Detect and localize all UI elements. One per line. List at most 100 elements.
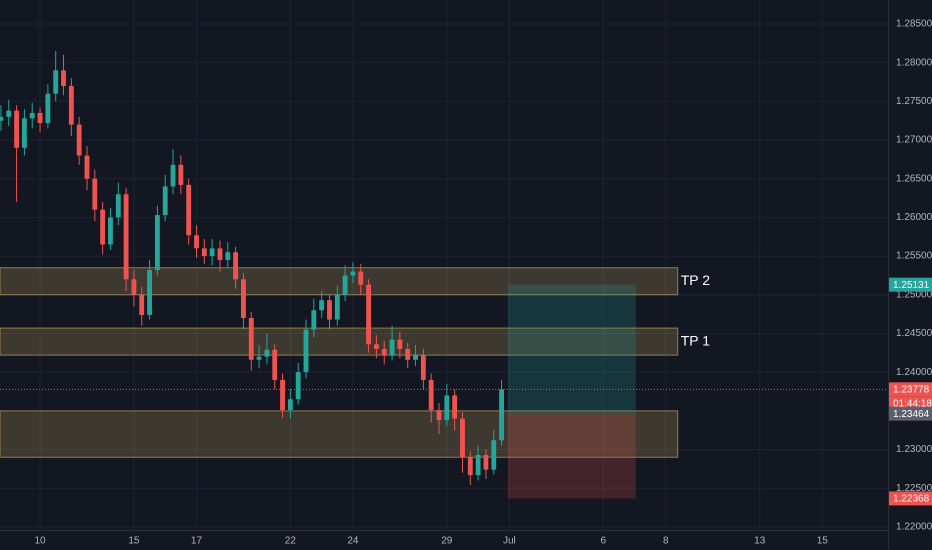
x-tick-label: 24 [347, 536, 359, 547]
candle-body [256, 356, 262, 360]
candle-body [115, 194, 121, 218]
stop-badge [889, 491, 932, 506]
x-tick-label: 17 [191, 536, 203, 547]
y-tick-label: 1.27000 [896, 135, 932, 146]
x-tick-label: 8 [663, 536, 669, 547]
y-tick-label: 1.24000 [896, 367, 932, 378]
last-price-badge [889, 382, 932, 397]
candle-body [76, 124, 82, 156]
candle-body [444, 395, 450, 421]
candle-body [84, 155, 90, 179]
stop-label: 1.22368 [893, 494, 930, 505]
candle-body [0, 116, 4, 121]
zone-label: TP 1 [681, 332, 711, 348]
y-tick-label: 1.28000 [896, 57, 932, 68]
candle-body [287, 399, 293, 411]
candle-body [217, 248, 223, 260]
candle-body [342, 275, 348, 295]
candle-body [436, 410, 442, 421]
entry-badge [889, 406, 932, 421]
candle-body [131, 279, 137, 295]
y-tick-label: 1.28500 [896, 19, 932, 30]
candle-body [397, 339, 403, 349]
candle-body [373, 344, 379, 349]
zone-label: TP 2 [681, 272, 711, 288]
y-tick-label: 1.27500 [896, 96, 932, 107]
candle-body [248, 318, 254, 360]
candle-body [225, 252, 231, 260]
candle-body [21, 118, 27, 148]
candle-body [467, 457, 473, 476]
candle-body [389, 339, 395, 356]
candle-body [233, 252, 239, 280]
entry-label: 1.23464 [893, 409, 930, 420]
zone [0, 327, 679, 356]
candle-body [147, 270, 152, 315]
candle-body [6, 110, 12, 117]
candle-body [68, 85, 74, 125]
candle-body [420, 355, 426, 380]
candle-body [327, 300, 332, 320]
candle-body [475, 454, 481, 476]
y-tick-label: 1.25500 [896, 251, 932, 262]
candle-body [295, 372, 301, 400]
x-tick-label: 29 [441, 536, 453, 547]
x-tick-label: 13 [754, 536, 766, 547]
y-tick-label: 1.22000 [896, 522, 932, 533]
y-tick-label: 1.24500 [896, 328, 932, 339]
candle-body [311, 310, 317, 330]
candle-body [358, 271, 364, 285]
candle-body [53, 70, 59, 94]
candle-body [460, 418, 465, 458]
candle-body [499, 389, 504, 441]
candle-body [452, 395, 458, 419]
x-tick-label: 15 [128, 536, 140, 547]
x-tick-label: 15 [817, 536, 829, 547]
candle-body [178, 164, 184, 185]
candle-body [319, 300, 325, 311]
zone [0, 410, 679, 458]
candle-body [108, 217, 113, 245]
target-label: 1.25131 [893, 280, 930, 291]
candle-body [61, 70, 66, 86]
candle-body [92, 178, 98, 210]
candle-body [350, 271, 356, 276]
candle-body [29, 112, 35, 119]
candle-body [405, 348, 411, 360]
last-price-label: 1.23778 [893, 384, 930, 395]
y-tick-label: 1.26000 [896, 212, 932, 223]
candle-body [170, 164, 176, 187]
target-badge [889, 277, 932, 292]
loss-area [507, 413, 636, 499]
candle-body [100, 209, 106, 245]
candle-body [154, 215, 160, 271]
candle-body [491, 440, 497, 470]
candle-body [413, 355, 418, 360]
candle-body [123, 194, 129, 280]
candle-body [334, 294, 340, 320]
candle-body [264, 349, 270, 357]
countdown-label: 01:44:18 [893, 398, 932, 409]
candle-body [381, 348, 387, 356]
candle-body [139, 294, 145, 315]
y-tick-label: 1.22500 [896, 483, 932, 494]
candle-body [45, 93, 51, 124]
candle-body [428, 379, 434, 411]
x-tick-label: 22 [285, 536, 297, 547]
candle-body [162, 186, 168, 216]
y-tick-label: 1.23000 [896, 444, 932, 455]
candle-body [483, 454, 489, 470]
y-tick-label: 1.26500 [896, 173, 932, 184]
candle-body [209, 248, 215, 257]
candle-body [272, 349, 278, 380]
candle-body [303, 329, 309, 373]
candle-body [201, 248, 207, 257]
candle-body [37, 112, 43, 124]
candle-body [366, 284, 372, 345]
y-tick-label: 1.25000 [896, 289, 932, 300]
x-tick-label: 6 [600, 536, 606, 547]
candle-body [194, 235, 199, 249]
candle-body [186, 184, 192, 236]
